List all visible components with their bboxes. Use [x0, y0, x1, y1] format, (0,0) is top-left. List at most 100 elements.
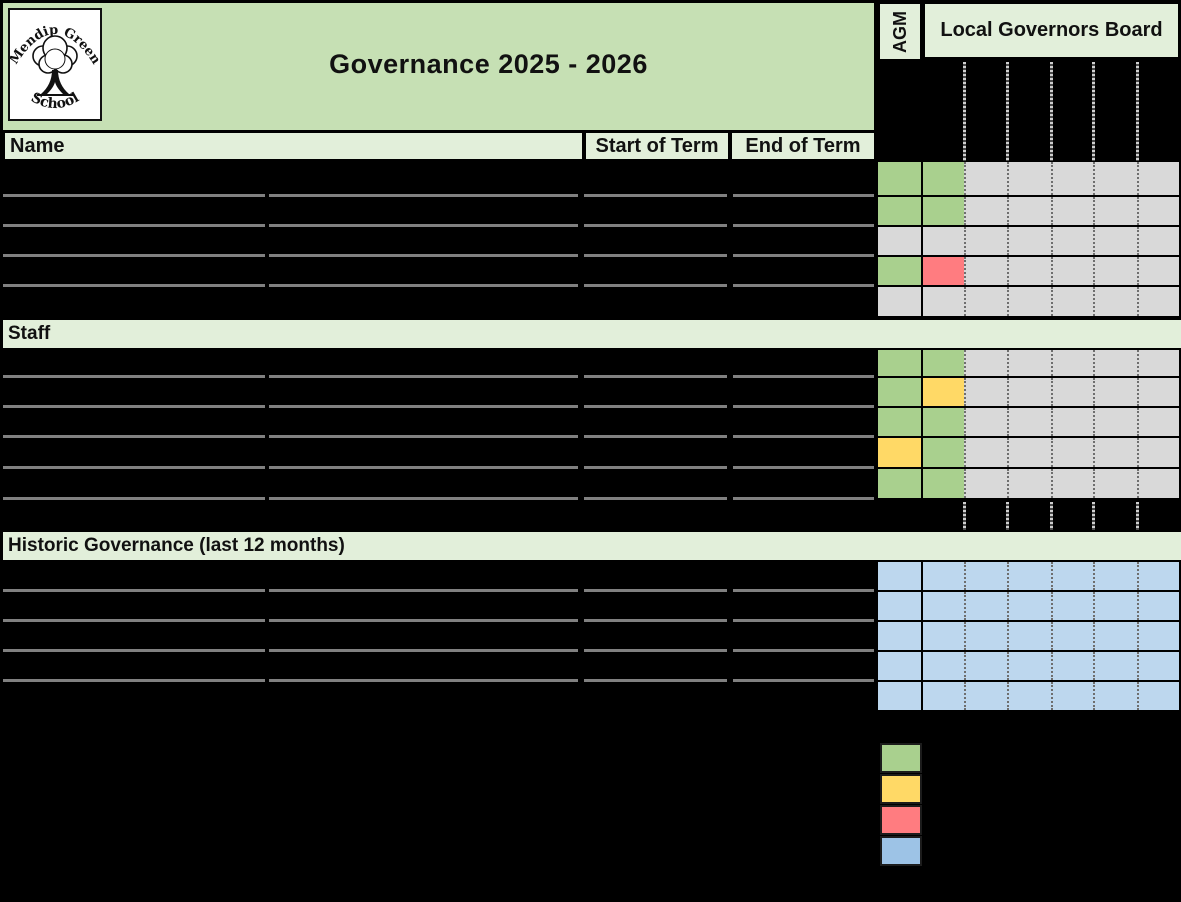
board-cell-historic-2-4[interactable]	[1051, 592, 1093, 620]
board-cell-staff-4-4[interactable]	[1051, 438, 1093, 467]
board-cell-governors-3-5[interactable]	[1093, 227, 1137, 255]
redacted-cell-governors-4-3[interactable]	[584, 257, 727, 285]
board-cell-governors-5-4[interactable]	[1051, 287, 1093, 316]
board-cell-governors-1-3[interactable]	[1007, 162, 1051, 195]
board-cell-governors-1-5[interactable]	[1093, 162, 1137, 195]
redacted-cell-governors-5-1[interactable]	[3, 287, 265, 316]
redacted-cell-historic-3-1[interactable]	[3, 622, 265, 650]
redacted-cell-governors-3-3[interactable]	[584, 227, 727, 255]
redacted-cell-governors-4-1[interactable]	[3, 257, 265, 285]
redacted-cell-historic-4-3[interactable]	[584, 652, 727, 680]
redacted-cell-historic-1-2[interactable]	[269, 562, 578, 590]
redacted-cell-historic-2-3[interactable]	[584, 592, 727, 620]
board-cell-historic-1-4[interactable]	[1051, 562, 1093, 590]
redacted-cell-historic-1-4[interactable]	[733, 562, 874, 590]
redacted-cell-governors-1-1[interactable]	[3, 162, 265, 195]
board-cell-staff-5-3[interactable]	[1007, 469, 1051, 498]
redacted-cell-staff-4-2[interactable]	[269, 438, 578, 467]
board-cell-governors-5-3[interactable]	[1007, 287, 1051, 316]
board-cell-historic-2-3[interactable]	[1007, 592, 1051, 620]
redacted-cell-governors-5-3[interactable]	[584, 287, 727, 316]
board-cell-historic-4-3[interactable]	[1007, 652, 1051, 680]
board-cell-staff-2-1[interactable]	[923, 378, 964, 406]
board-cell-staff-4-1[interactable]	[923, 438, 964, 467]
board-cell-historic-2-2[interactable]	[964, 592, 1007, 620]
board-cell-governors-3-3[interactable]	[1007, 227, 1051, 255]
redacted-cell-governors-4-4[interactable]	[733, 257, 874, 285]
redacted-cell-historic-3-3[interactable]	[584, 622, 727, 650]
board-cell-governors-4-3[interactable]	[1007, 257, 1051, 285]
redacted-cell-historic-2-4[interactable]	[733, 592, 874, 620]
redacted-cell-governors-1-2[interactable]	[269, 162, 578, 195]
redacted-cell-staff-4-3[interactable]	[584, 438, 727, 467]
agm-cell-staff-3[interactable]	[878, 408, 921, 436]
board-cell-staff-1-6[interactable]	[1137, 350, 1179, 376]
redacted-cell-governors-2-1[interactable]	[3, 197, 265, 225]
board-cell-historic-4-1[interactable]	[923, 652, 964, 680]
redacted-cell-staff-3-1[interactable]	[3, 408, 265, 436]
board-cell-staff-4-6[interactable]	[1137, 438, 1179, 467]
board-cell-staff-3-6[interactable]	[1137, 408, 1179, 436]
board-cell-staff-1-3[interactable]	[1007, 350, 1051, 376]
redacted-cell-governors-3-1[interactable]	[3, 227, 265, 255]
board-cell-historic-3-3[interactable]	[1007, 622, 1051, 650]
board-cell-governors-2-6[interactable]	[1137, 197, 1179, 225]
board-cell-historic-2-6[interactable]	[1137, 592, 1179, 620]
agm-cell-historic-4[interactable]	[878, 652, 921, 680]
agm-cell-governors-4[interactable]	[878, 257, 921, 285]
board-cell-governors-3-2[interactable]	[964, 227, 1007, 255]
board-cell-historic-3-5[interactable]	[1093, 622, 1137, 650]
board-cell-staff-1-2[interactable]	[964, 350, 1007, 376]
agm-cell-staff-1[interactable]	[878, 350, 921, 376]
board-cell-governors-1-2[interactable]	[964, 162, 1007, 195]
redacted-cell-staff-1-2[interactable]	[269, 350, 578, 376]
board-cell-historic-3-1[interactable]	[923, 622, 964, 650]
board-cell-governors-2-5[interactable]	[1093, 197, 1137, 225]
redacted-cell-staff-1-1[interactable]	[3, 350, 265, 376]
redacted-cell-historic-1-1[interactable]	[3, 562, 265, 590]
board-cell-historic-4-2[interactable]	[964, 652, 1007, 680]
agm-cell-governors-3[interactable]	[878, 227, 921, 255]
board-cell-historic-3-2[interactable]	[964, 622, 1007, 650]
board-cell-governors-3-4[interactable]	[1051, 227, 1093, 255]
board-cell-staff-1-1[interactable]	[923, 350, 964, 376]
board-cell-governors-4-1[interactable]	[923, 257, 964, 285]
board-cell-governors-4-6[interactable]	[1137, 257, 1179, 285]
board-cell-staff-2-6[interactable]	[1137, 378, 1179, 406]
redacted-cell-staff-4-1[interactable]	[3, 438, 265, 467]
board-cell-staff-3-3[interactable]	[1007, 408, 1051, 436]
redacted-cell-staff-4-4[interactable]	[733, 438, 874, 467]
agm-cell-governors-1[interactable]	[878, 162, 921, 195]
board-cell-governors-4-4[interactable]	[1051, 257, 1093, 285]
board-cell-governors-1-1[interactable]	[923, 162, 964, 195]
redacted-cell-staff-5-3[interactable]	[584, 469, 727, 498]
redacted-cell-historic-5-2[interactable]	[269, 682, 578, 710]
redacted-cell-staff-2-3[interactable]	[584, 378, 727, 406]
agm-cell-governors-2[interactable]	[878, 197, 921, 225]
agm-cell-historic-1[interactable]	[878, 562, 921, 590]
board-cell-governors-5-1[interactable]	[923, 287, 964, 316]
board-cell-governors-2-1[interactable]	[923, 197, 964, 225]
redacted-cell-governors-5-4[interactable]	[733, 287, 874, 316]
redacted-cell-historic-5-4[interactable]	[733, 682, 874, 710]
agm-cell-historic-3[interactable]	[878, 622, 921, 650]
redacted-cell-staff-3-4[interactable]	[733, 408, 874, 436]
board-cell-staff-5-2[interactable]	[964, 469, 1007, 498]
redacted-cell-staff-5-4[interactable]	[733, 469, 874, 498]
board-cell-staff-4-2[interactable]	[964, 438, 1007, 467]
redacted-cell-staff-5-1[interactable]	[3, 469, 265, 498]
board-cell-staff-2-5[interactable]	[1093, 378, 1137, 406]
board-cell-historic-3-6[interactable]	[1137, 622, 1179, 650]
board-cell-historic-5-1[interactable]	[923, 682, 964, 710]
redacted-cell-staff-2-1[interactable]	[3, 378, 265, 406]
redacted-cell-historic-3-4[interactable]	[733, 622, 874, 650]
redacted-cell-historic-3-2[interactable]	[269, 622, 578, 650]
redacted-cell-staff-3-2[interactable]	[269, 408, 578, 436]
redacted-cell-governors-2-2[interactable]	[269, 197, 578, 225]
redacted-cell-historic-2-1[interactable]	[3, 592, 265, 620]
redacted-cell-historic-2-2[interactable]	[269, 592, 578, 620]
board-cell-governors-4-5[interactable]	[1093, 257, 1137, 285]
agm-cell-staff-2[interactable]	[878, 378, 921, 406]
redacted-cell-staff-2-2[interactable]	[269, 378, 578, 406]
redacted-cell-governors-2-3[interactable]	[584, 197, 727, 225]
